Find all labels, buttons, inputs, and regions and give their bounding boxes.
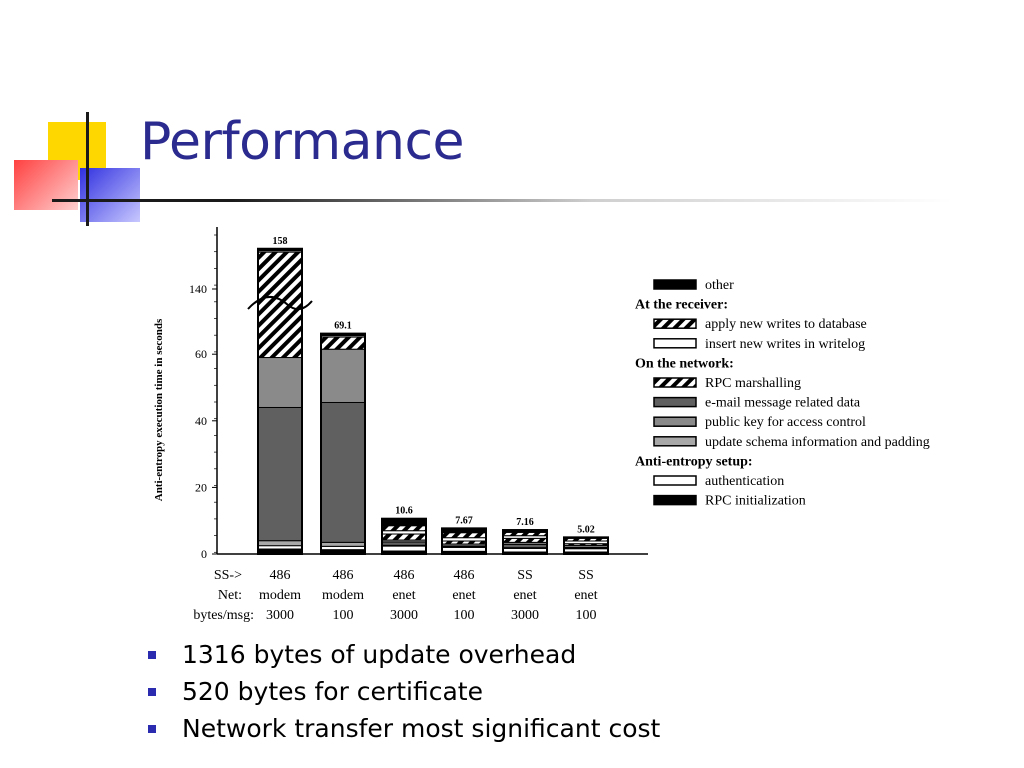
category-label: 486 bbox=[454, 568, 475, 583]
bar-total-label: 5.02 bbox=[577, 524, 595, 535]
bullet-square-icon bbox=[148, 651, 156, 659]
y-axis-label: Anti-entropy execution time in seconds bbox=[153, 318, 165, 501]
row-label: Net: bbox=[218, 588, 242, 603]
legend-heading: At the receiver: bbox=[635, 298, 728, 313]
y-tick-label: 0 bbox=[201, 547, 207, 561]
category-label: 100 bbox=[333, 608, 354, 623]
bullet-text: 520 bytes for certificate bbox=[182, 677, 483, 706]
legend-swatch bbox=[653, 338, 697, 349]
bar-segment bbox=[257, 406, 303, 542]
legend-swatch bbox=[653, 494, 697, 506]
category-label: enet bbox=[392, 588, 415, 603]
bar-total-label: 7.16 bbox=[516, 517, 534, 528]
bullet-text: 1316 bytes of update overhead bbox=[182, 640, 577, 669]
bar-outline bbox=[502, 529, 548, 555]
legend-label: RPC initialization bbox=[705, 494, 806, 509]
bullet-item: 520 bytes for certificate bbox=[148, 673, 660, 710]
bar-segment bbox=[381, 525, 427, 532]
y-tick-label: 40 bbox=[195, 414, 207, 428]
bar-segment bbox=[381, 518, 427, 527]
deco-square-blue bbox=[80, 168, 140, 222]
legend-swatch bbox=[653, 396, 697, 408]
bar-segment bbox=[257, 357, 303, 408]
bar-segment bbox=[381, 545, 427, 552]
category-label: 486 bbox=[333, 568, 354, 583]
title-underline bbox=[52, 199, 952, 202]
legend-swatch bbox=[653, 318, 697, 329]
category-label: 3000 bbox=[511, 608, 539, 623]
legend-label: authentication bbox=[705, 474, 784, 489]
legend: other At the receiver: apply new writes to… bbox=[635, 278, 930, 509]
legend-swatch bbox=[653, 416, 697, 427]
category-label: 3000 bbox=[266, 608, 294, 623]
legend-heading: On the network: bbox=[635, 356, 734, 371]
bullet-square-icon bbox=[148, 725, 156, 733]
legend-swatch bbox=[653, 279, 697, 290]
bar-outline bbox=[257, 247, 303, 555]
bullet-text: Network transfer most significant cost bbox=[182, 714, 661, 743]
y-tick-label: 60 bbox=[195, 347, 207, 361]
bar-outline bbox=[563, 536, 609, 556]
legend-swatch bbox=[653, 377, 697, 388]
bar-outline bbox=[441, 527, 487, 556]
bar-segment bbox=[320, 541, 366, 547]
bar-segment bbox=[441, 532, 487, 539]
category-label: 486 bbox=[394, 568, 415, 583]
category-labels: 486 modem 3000 486 modem 100 486 enet 3000 486 ene… bbox=[193, 568, 597, 623]
category-label: 100 bbox=[576, 608, 597, 623]
legend-swatch bbox=[653, 436, 697, 447]
bar-total-label: 7.67 bbox=[455, 515, 473, 526]
category-label: enet bbox=[513, 588, 536, 603]
bullet-item: Network transfer most significant cost bbox=[148, 710, 660, 747]
bar-segment bbox=[381, 533, 427, 541]
legend-label: e-mail message related data bbox=[705, 396, 861, 411]
category-label: SS bbox=[578, 568, 594, 583]
bar-segment bbox=[320, 401, 366, 543]
bars: 158 69.1 10.6 7.67 7.16 5.02 bbox=[247, 236, 609, 556]
bar-total-label: 69.1 bbox=[334, 321, 352, 332]
page-title: Performance bbox=[140, 112, 465, 172]
legend-label: insert new writes in writelog bbox=[705, 337, 865, 352]
row-label: bytes/msg: bbox=[193, 608, 254, 623]
category-label: modem bbox=[259, 588, 301, 603]
bar-segment bbox=[257, 251, 303, 359]
category-label: enet bbox=[574, 588, 597, 603]
category-label: SS bbox=[517, 568, 533, 583]
bar-total-label: 10.6 bbox=[395, 506, 413, 517]
bullet-square-icon bbox=[148, 688, 156, 696]
category-label: modem bbox=[322, 588, 364, 603]
row-label: SS-> bbox=[214, 568, 242, 583]
y-tick-label: 20 bbox=[195, 480, 207, 494]
bar-segment bbox=[502, 537, 548, 543]
legend-label: RPC marshalling bbox=[705, 376, 801, 391]
bar-outline bbox=[381, 517, 427, 555]
legend-label: other bbox=[705, 278, 734, 293]
bar-segment bbox=[257, 540, 303, 547]
deco-vertical-line bbox=[86, 112, 89, 226]
bar-outline bbox=[320, 332, 366, 555]
category-label: 3000 bbox=[390, 608, 418, 623]
bar-segment bbox=[320, 336, 366, 350]
legend-label: update schema information and padding bbox=[705, 435, 930, 450]
legend-heading: Anti-entropy setup: bbox=[635, 454, 753, 469]
stacked-bar-chart: Anti-entropy execution time in seconds 0… bbox=[153, 227, 930, 623]
bullet-item: 1316 bytes of update overhead bbox=[148, 636, 660, 673]
category-label: 100 bbox=[454, 608, 475, 623]
bar-total-label: 158 bbox=[273, 236, 288, 247]
category-label: 486 bbox=[270, 568, 291, 583]
category-label: enet bbox=[452, 588, 475, 603]
legend-label: public key for access control bbox=[705, 415, 866, 430]
bar-segment bbox=[320, 348, 366, 403]
deco-square-red bbox=[14, 160, 78, 210]
y-tick-label: 140 bbox=[189, 282, 207, 296]
legend-swatch bbox=[653, 475, 697, 486]
axis-break-mark bbox=[247, 296, 313, 311]
bullet-list: 1316 bytes of update overhead 520 bytes … bbox=[148, 636, 660, 747]
legend-label: apply new writes to database bbox=[705, 317, 867, 332]
